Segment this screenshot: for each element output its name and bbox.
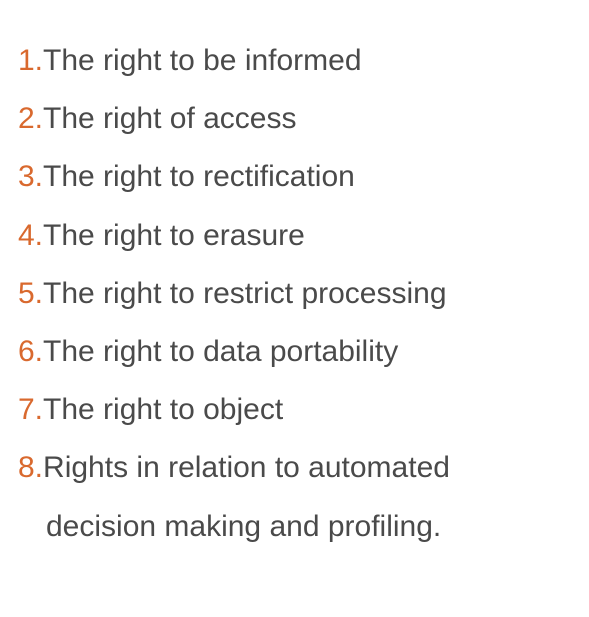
list-item: 2. The right of access bbox=[18, 90, 450, 148]
item-text: The right to be informed bbox=[43, 44, 362, 77]
item-text-continued: decision making and profiling. bbox=[46, 509, 442, 543]
item-number: 2. bbox=[18, 102, 44, 136]
item-line-1: 8. Rights in relation to automated bbox=[18, 439, 450, 497]
list-item: 5. The right to restrict processing bbox=[18, 265, 450, 323]
rights-list: 1. The right to be informed 2. The right o… bbox=[18, 32, 450, 556]
list-item: 1. The right to be informed bbox=[18, 32, 450, 90]
list-item: 6. The right to data portability bbox=[18, 323, 450, 381]
item-text: The right to object bbox=[43, 393, 284, 427]
list-item: 7. The right to object bbox=[18, 381, 450, 439]
list-item: 4. The right to erasure bbox=[18, 207, 450, 265]
item-number: 1. bbox=[18, 44, 44, 77]
item-text: The right to rectification bbox=[43, 160, 355, 194]
list-item: 8. Rights in relation to automated decisi… bbox=[18, 439, 450, 555]
item-text: The right of access bbox=[43, 102, 297, 136]
item-text: The right to restrict processing bbox=[43, 276, 447, 310]
item-number: 6. bbox=[18, 335, 44, 369]
list-item: 3. The right to rectification bbox=[18, 148, 450, 206]
item-number: 7. bbox=[18, 393, 44, 427]
item-text: The right to erasure bbox=[43, 218, 305, 252]
item-number: 4. bbox=[18, 218, 44, 252]
item-number: 3. bbox=[18, 160, 44, 194]
item-text: Rights in relation to automated bbox=[43, 451, 450, 485]
item-text: The right to data portability bbox=[43, 335, 399, 369]
item-number: 5. bbox=[18, 276, 44, 310]
item-number: 8. bbox=[18, 451, 44, 485]
